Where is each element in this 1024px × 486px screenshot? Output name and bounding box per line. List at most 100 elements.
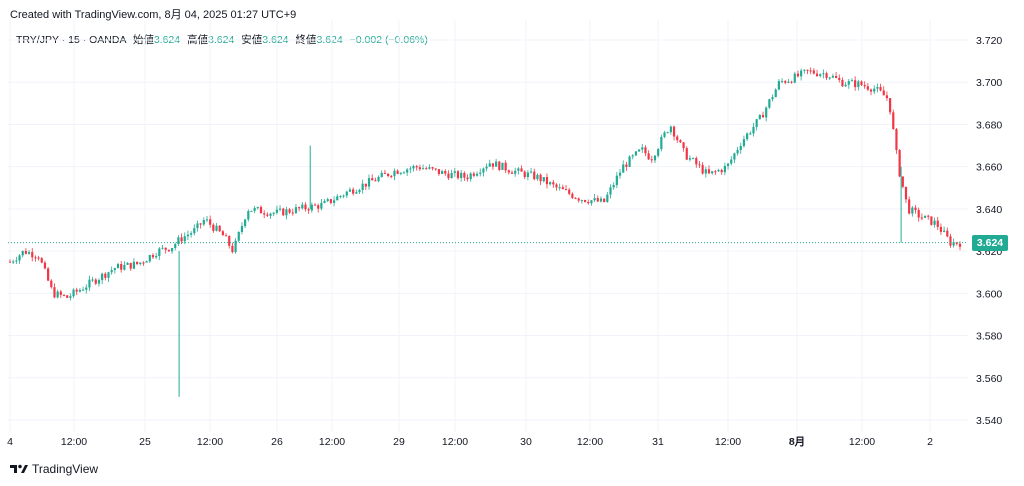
candle-body — [545, 177, 549, 185]
candle-body — [202, 220, 205, 225]
x-tick-label: 30 — [520, 436, 532, 448]
candle-body — [742, 139, 746, 147]
candle-body — [199, 223, 202, 225]
candle-body — [240, 226, 244, 232]
candle-body — [885, 95, 889, 99]
candle-body — [495, 161, 498, 167]
tradingview-brand[interactable]: TradingView — [10, 462, 98, 476]
last-price-label: 3.624 — [972, 235, 1008, 251]
x-tick-label: 31 — [652, 436, 664, 448]
candle-body — [34, 257, 37, 259]
candle-body — [250, 210, 253, 212]
candle-body — [555, 184, 558, 188]
candle-body — [263, 213, 266, 215]
y-tick-label: 3.560 — [976, 373, 1002, 385]
candle-body — [914, 207, 917, 211]
candle-body — [491, 163, 495, 167]
candle-body — [21, 250, 24, 256]
candle-body — [253, 207, 256, 211]
candle-body — [355, 192, 358, 194]
x-tick-label: 12:00 — [197, 436, 223, 448]
candle-body — [450, 172, 453, 179]
candle-body — [911, 207, 914, 214]
candle-body — [224, 235, 228, 237]
candle-body — [27, 252, 31, 254]
candle-body — [927, 215, 930, 217]
candle-body — [205, 219, 209, 221]
x-tick-label: 12:00 — [442, 436, 468, 448]
candle-body — [244, 219, 247, 227]
candle-body — [66, 295, 69, 298]
candle-body — [256, 207, 259, 209]
candle-body — [215, 225, 218, 231]
candle-body — [526, 172, 529, 178]
candle-body — [148, 255, 151, 262]
candle-body — [920, 217, 923, 219]
candle-body — [790, 81, 793, 83]
candle-body — [593, 198, 596, 201]
candle-body — [561, 187, 564, 190]
candle-body — [380, 172, 383, 177]
candle-body — [679, 140, 682, 143]
candle-body — [361, 183, 364, 191]
candle-body — [104, 273, 107, 278]
candle-body — [69, 296, 72, 298]
candle-body — [151, 255, 155, 258]
candle-body — [793, 73, 796, 83]
candle-body — [761, 114, 765, 118]
candle-body — [707, 169, 711, 174]
candle-body — [374, 180, 377, 182]
candle-body — [609, 187, 612, 195]
candle-body — [583, 200, 587, 202]
candle-body — [472, 173, 475, 176]
candle-body — [282, 208, 285, 216]
candle-body — [336, 196, 339, 201]
candle-body — [587, 201, 590, 204]
candle-body — [904, 186, 908, 200]
candle-body — [59, 291, 62, 295]
candle-body — [456, 171, 460, 179]
candle-body — [952, 242, 955, 246]
candle-body — [218, 225, 221, 232]
candle-body — [730, 159, 733, 164]
candle-body — [85, 287, 88, 290]
candle-body — [580, 200, 584, 202]
candle-body — [736, 150, 739, 154]
candle-body — [110, 270, 113, 273]
candle-body — [412, 166, 415, 169]
candle-body — [167, 249, 170, 252]
candle-body — [711, 171, 714, 174]
candle-body — [946, 230, 949, 237]
candle-body — [78, 289, 81, 292]
candle-body — [755, 119, 758, 127]
candle-body — [269, 213, 272, 216]
candle-body — [326, 199, 329, 202]
x-tick-label: 12:00 — [849, 436, 875, 448]
candle-body — [943, 230, 946, 232]
candle-body — [780, 81, 784, 83]
candle-body — [622, 164, 625, 173]
candle-body — [514, 170, 517, 174]
brand-name: TradingView — [32, 462, 99, 476]
candle-body — [132, 261, 136, 269]
candle-body — [863, 85, 866, 87]
candle-body — [402, 172, 406, 174]
candle-body — [596, 198, 599, 202]
candle-body — [568, 189, 571, 194]
candle-body — [536, 174, 539, 180]
candle-body — [631, 155, 634, 157]
candle-body — [923, 215, 927, 218]
candle-body — [418, 167, 421, 170]
candle-body — [135, 261, 139, 265]
candle-body — [641, 147, 644, 150]
candle-body — [504, 162, 507, 171]
candle-body — [47, 268, 50, 281]
candle-body — [91, 279, 94, 281]
candle-body — [161, 247, 164, 249]
candle-body — [247, 211, 250, 220]
candle-body — [892, 112, 895, 130]
candle-body — [939, 226, 943, 232]
candle-body — [183, 236, 186, 242]
candle-body — [425, 168, 428, 170]
